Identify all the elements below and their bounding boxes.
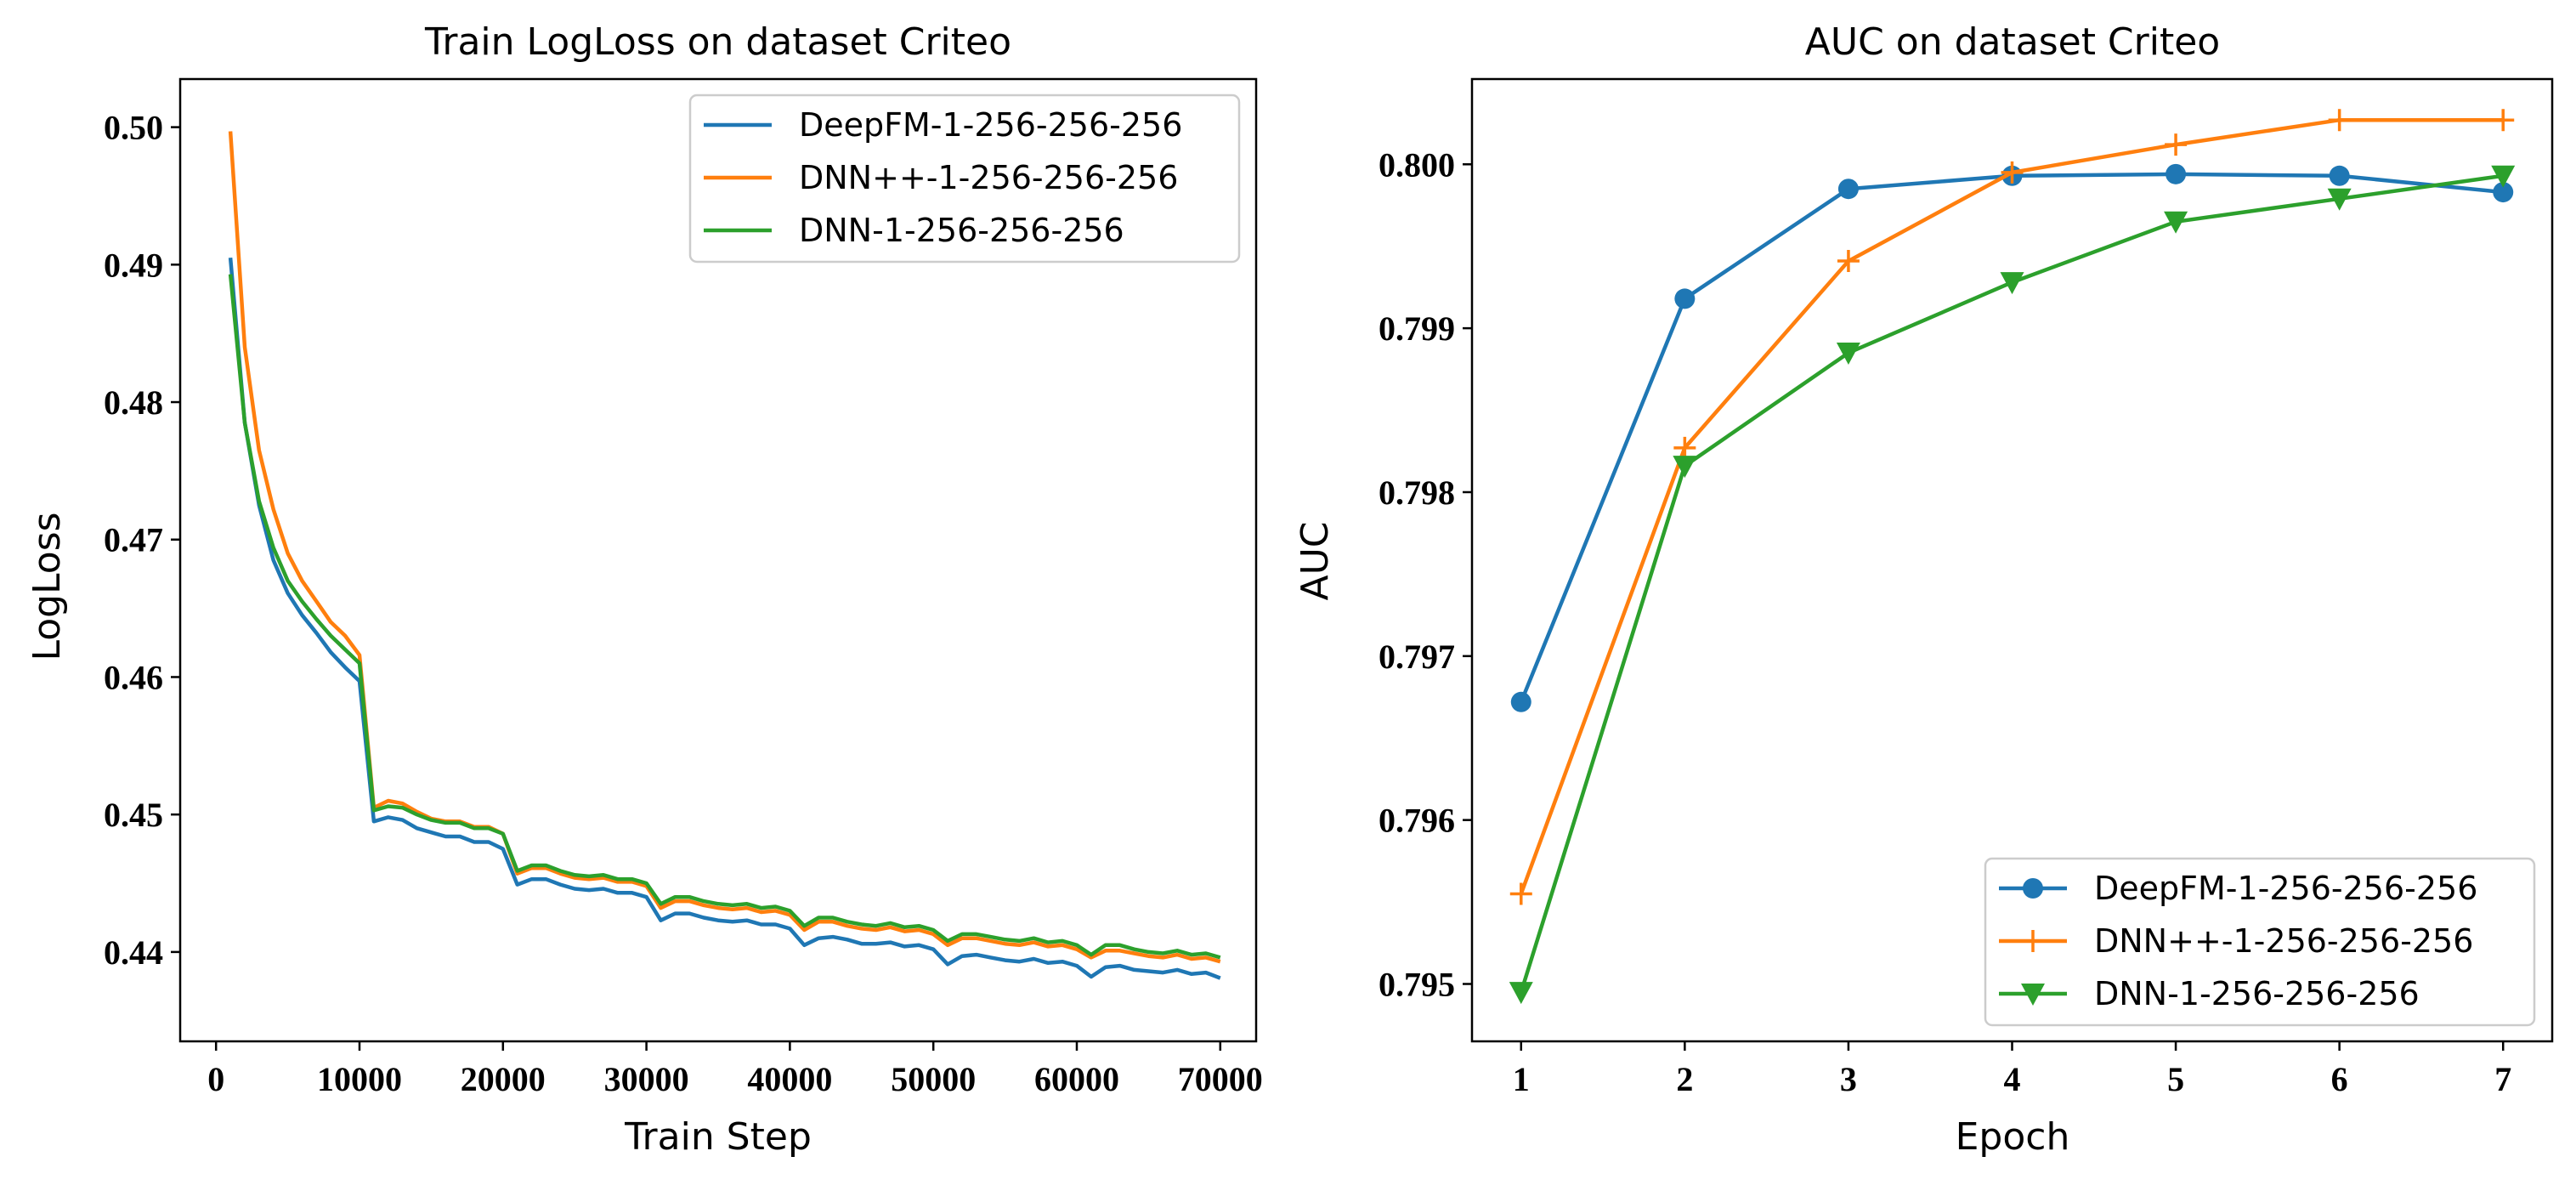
auc-x-tick-label: 4 [2004,1060,2021,1098]
logloss-x-tick-label: 10000 [317,1060,402,1098]
auc-data-point [2164,211,2188,234]
auc-y-tick-label: 0.798 [1379,473,1455,512]
logloss-x-axis-label: Train Step [624,1115,812,1159]
auc-data-point [2328,109,2351,132]
logloss-legend-label: DeepFM-1-256-256-256 [799,106,1182,144]
auc-legend-label: DNN++-1-256-256-256 [2094,922,2473,960]
auc-data-point [1673,456,1697,479]
auc-y-tick-label: 0.796 [1379,802,1455,840]
logloss-legend-label: DNN-1-256-256-256 [799,212,1124,249]
auc-legend-box [1984,857,2536,1027]
auc-y-tick-label: 0.795 [1379,966,1455,1004]
auc-data-point [2329,165,2350,186]
logloss-chart-title: Train LogLoss on dataset Criteo [424,20,1011,64]
auc-data-point [2493,182,2514,203]
logloss-series-line-2 [228,131,1221,964]
auc-legend: DeepFM-1-256-256-256 DNN++-1-256-256-256 D… [1984,857,2536,1027]
auc-y-tick-label: 0.797 [1379,638,1455,676]
logloss-y-tick-label: 0.46 [104,658,163,696]
logloss-y-tick-label: 0.49 [104,246,163,284]
logloss-y-tick-label: 0.50 [104,109,163,147]
logloss-x-tick-label: 60000 [1034,1060,1119,1098]
auc-x-tick-label: 3 [1840,1060,1857,1098]
auc-legend-label: DeepFM-1-256-256-256 [2094,870,2477,907]
auc-data-point [1836,343,1860,366]
auc-x-tick-label: 1 [1513,1060,1530,1098]
auc-data-point [2492,109,2515,132]
auc-chart: AUC on dataset Criteo Epoch AUC 1 2 3 4 5 6 7 0… [1294,20,2554,1159]
logloss-chart: Train LogLoss on dataset Criteo Train St… [25,20,1263,1159]
auc-x-tick-label: 5 [2167,1060,2184,1098]
auc-data-point [2000,272,2024,295]
logloss-y-axis-label: LogLoss [25,512,69,661]
logloss-plot-frame [178,77,1258,1043]
logloss-x-tick-label: 50000 [891,1060,976,1098]
auc-data-point [1510,691,1531,712]
auc-data-point [2001,161,2024,184]
auc-data-point [1673,436,1696,459]
auc-data-point [1837,250,1860,273]
logloss-x-tick-label: 40000 [747,1060,832,1098]
logloss-y-tick-label: 0.47 [104,521,163,559]
auc-series-line-2 [1519,117,2504,895]
auc-legend-marker [2021,984,2045,1006]
logloss-x-tick-label: 20000 [461,1060,546,1098]
auc-data-point [2327,188,2352,211]
logloss-x-tick-label: 70000 [1178,1060,1263,1098]
logloss-x-tick-label: 30000 [604,1060,689,1098]
auc-x-tick-label: 7 [2494,1060,2511,1098]
logloss-legend-box [688,94,1241,264]
logloss-y-tick-label: 0.45 [104,796,163,834]
auc-legend-label: DNN-1-256-256-256 [2094,975,2420,1012]
logloss-series-line-1 [228,258,1221,980]
auc-x-tick-label: 2 [1676,1060,1693,1098]
auc-y-tick-label: 0.799 [1379,309,1455,348]
auc-series-line-1 [1519,172,2504,703]
auc-data-point [1509,882,1532,905]
auc-data-point [2165,133,2188,156]
logloss-legend: DeepFM-1-256-256-256 DNN++-1-256-256-256 D… [688,94,1241,264]
auc-y-tick-label: 0.800 [1379,145,1455,184]
auc-chart-title: AUC on dataset Criteo [1805,20,2220,64]
auc-x-axis-label: Epoch [1956,1115,2070,1159]
auc-data-point [2491,165,2516,188]
auc-data-point [2166,163,2187,184]
logloss-legend-label: DNN++-1-256-256-256 [799,159,1178,196]
logloss-y-tick-label: 0.44 [104,933,163,972]
auc-y-axis-label: AUC [1294,521,1337,600]
auc-legend-marker [2023,878,2043,899]
logloss-y-tick-label: 0.48 [104,383,163,422]
auc-legend-marker [2022,930,2044,952]
logloss-series-line-3 [228,274,1221,960]
auc-data-point [1509,982,1533,1005]
auc-data-point [1837,179,1859,200]
auc-data-point [1674,288,1696,309]
logloss-x-tick-label: 0 [207,1060,224,1098]
auc-x-tick-label: 6 [2331,1060,2348,1098]
